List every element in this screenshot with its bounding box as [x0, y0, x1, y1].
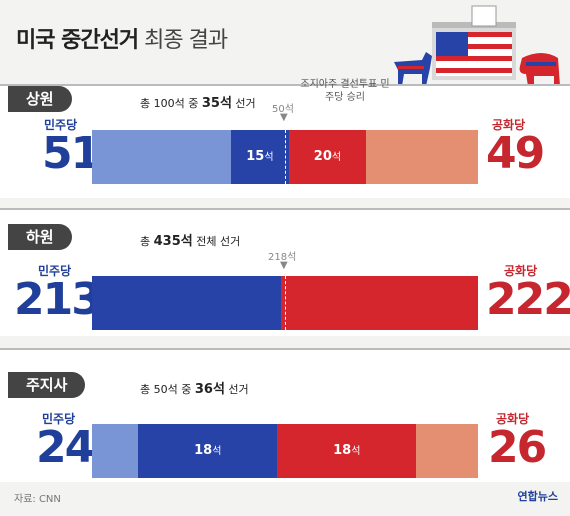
house-dem-total: 213 [14, 274, 102, 325]
ballot-box-illustration [394, 5, 560, 86]
senate-majority-label: 50석 [272, 104, 294, 115]
house-subtitle: 총 435석 전체 선거 [140, 234, 241, 249]
rep-elected-segment: 20석 [288, 130, 367, 184]
senate-subtitle: 총 100석 중 35석 선거 [140, 96, 256, 111]
governor-panel: 주지사 총 50석 중 36석 선거 민주당 24 공화당 26 18석 18석 [0, 350, 570, 482]
segment-unit: 석 [331, 152, 342, 163]
house-majority-arrow: ▼ [280, 260, 288, 271]
segment-value: 20 [313, 149, 332, 164]
rep-holdover-segment [416, 424, 478, 478]
governor-dem-label: 민주당 [42, 412, 76, 426]
dem-holdover-segment [92, 130, 231, 184]
dem-holdover-segment [92, 424, 139, 478]
house-dem-label: 민주당 [38, 264, 72, 278]
governor-rep-total: 26 [488, 422, 547, 473]
senate-rep-label: 공화당 [492, 118, 526, 132]
house-rep-total: 222 [486, 274, 570, 325]
separator [0, 208, 570, 210]
segment-value: 18 [194, 443, 213, 458]
rep-elected-segment: 18석 [277, 424, 417, 478]
house-pill: 하원 [8, 224, 72, 250]
senate-majority-arrow: ▼ [280, 112, 288, 123]
segment-unit: 석 [264, 152, 274, 163]
senate-dem-label: 민주당 [44, 118, 78, 132]
donkey-icon [394, 52, 432, 86]
senate-panel: 상원 총 100석 중 35석 선거 50석 ▼ 조지아주 결선투표 민주당 승… [0, 79, 570, 198]
senate-bar: 15석 20석 [92, 130, 478, 184]
governor-pill: 주지사 [8, 372, 86, 398]
segment-value: 18 [333, 443, 352, 458]
majority-line [285, 276, 286, 330]
rep-holdover-segment [366, 130, 478, 184]
senate-dem-total: 51 [42, 128, 101, 179]
yonhap-logo: 연합뉴스 [517, 490, 558, 503]
page-title: 미국 중간선거 최종 결과 [16, 22, 228, 54]
governor-rep-label: 공화당 [496, 412, 530, 426]
title-light: 최종 결과 [144, 28, 228, 53]
senate-rep-total: 49 [486, 128, 545, 179]
dem-segment [92, 276, 281, 330]
house-panel: 하원 총 435석 전체 선거 218석 ▼ 민주당 213 공화당 222 [0, 210, 570, 336]
dem-elected-segment: 15석 [230, 130, 289, 184]
rep-segment [281, 276, 478, 330]
house-rep-label: 공화당 [504, 264, 538, 278]
separator [0, 348, 570, 350]
house-bar [92, 276, 478, 330]
dem-elected-segment: 18석 [138, 424, 278, 478]
segment-unit: 석 [351, 446, 361, 457]
elephant-icon [519, 53, 560, 86]
governor-subtitle: 총 50석 중 36석 선거 [140, 382, 249, 397]
senate-pill: 상원 [8, 86, 72, 112]
house-majority-label: 218석 [268, 252, 297, 263]
majority-line [285, 130, 286, 184]
senate-note: 조지아주 결선투표 민주당 승리 [300, 79, 390, 103]
separator [0, 84, 570, 86]
segment-unit: 석 [212, 446, 222, 457]
segment-value: 15 [246, 149, 265, 164]
governor-dem-total: 24 [36, 422, 95, 473]
source-footer: 자료: CNN [14, 494, 61, 505]
title-bold: 미국 중간선거 [16, 28, 139, 53]
governor-bar: 18석 18석 [92, 424, 478, 478]
